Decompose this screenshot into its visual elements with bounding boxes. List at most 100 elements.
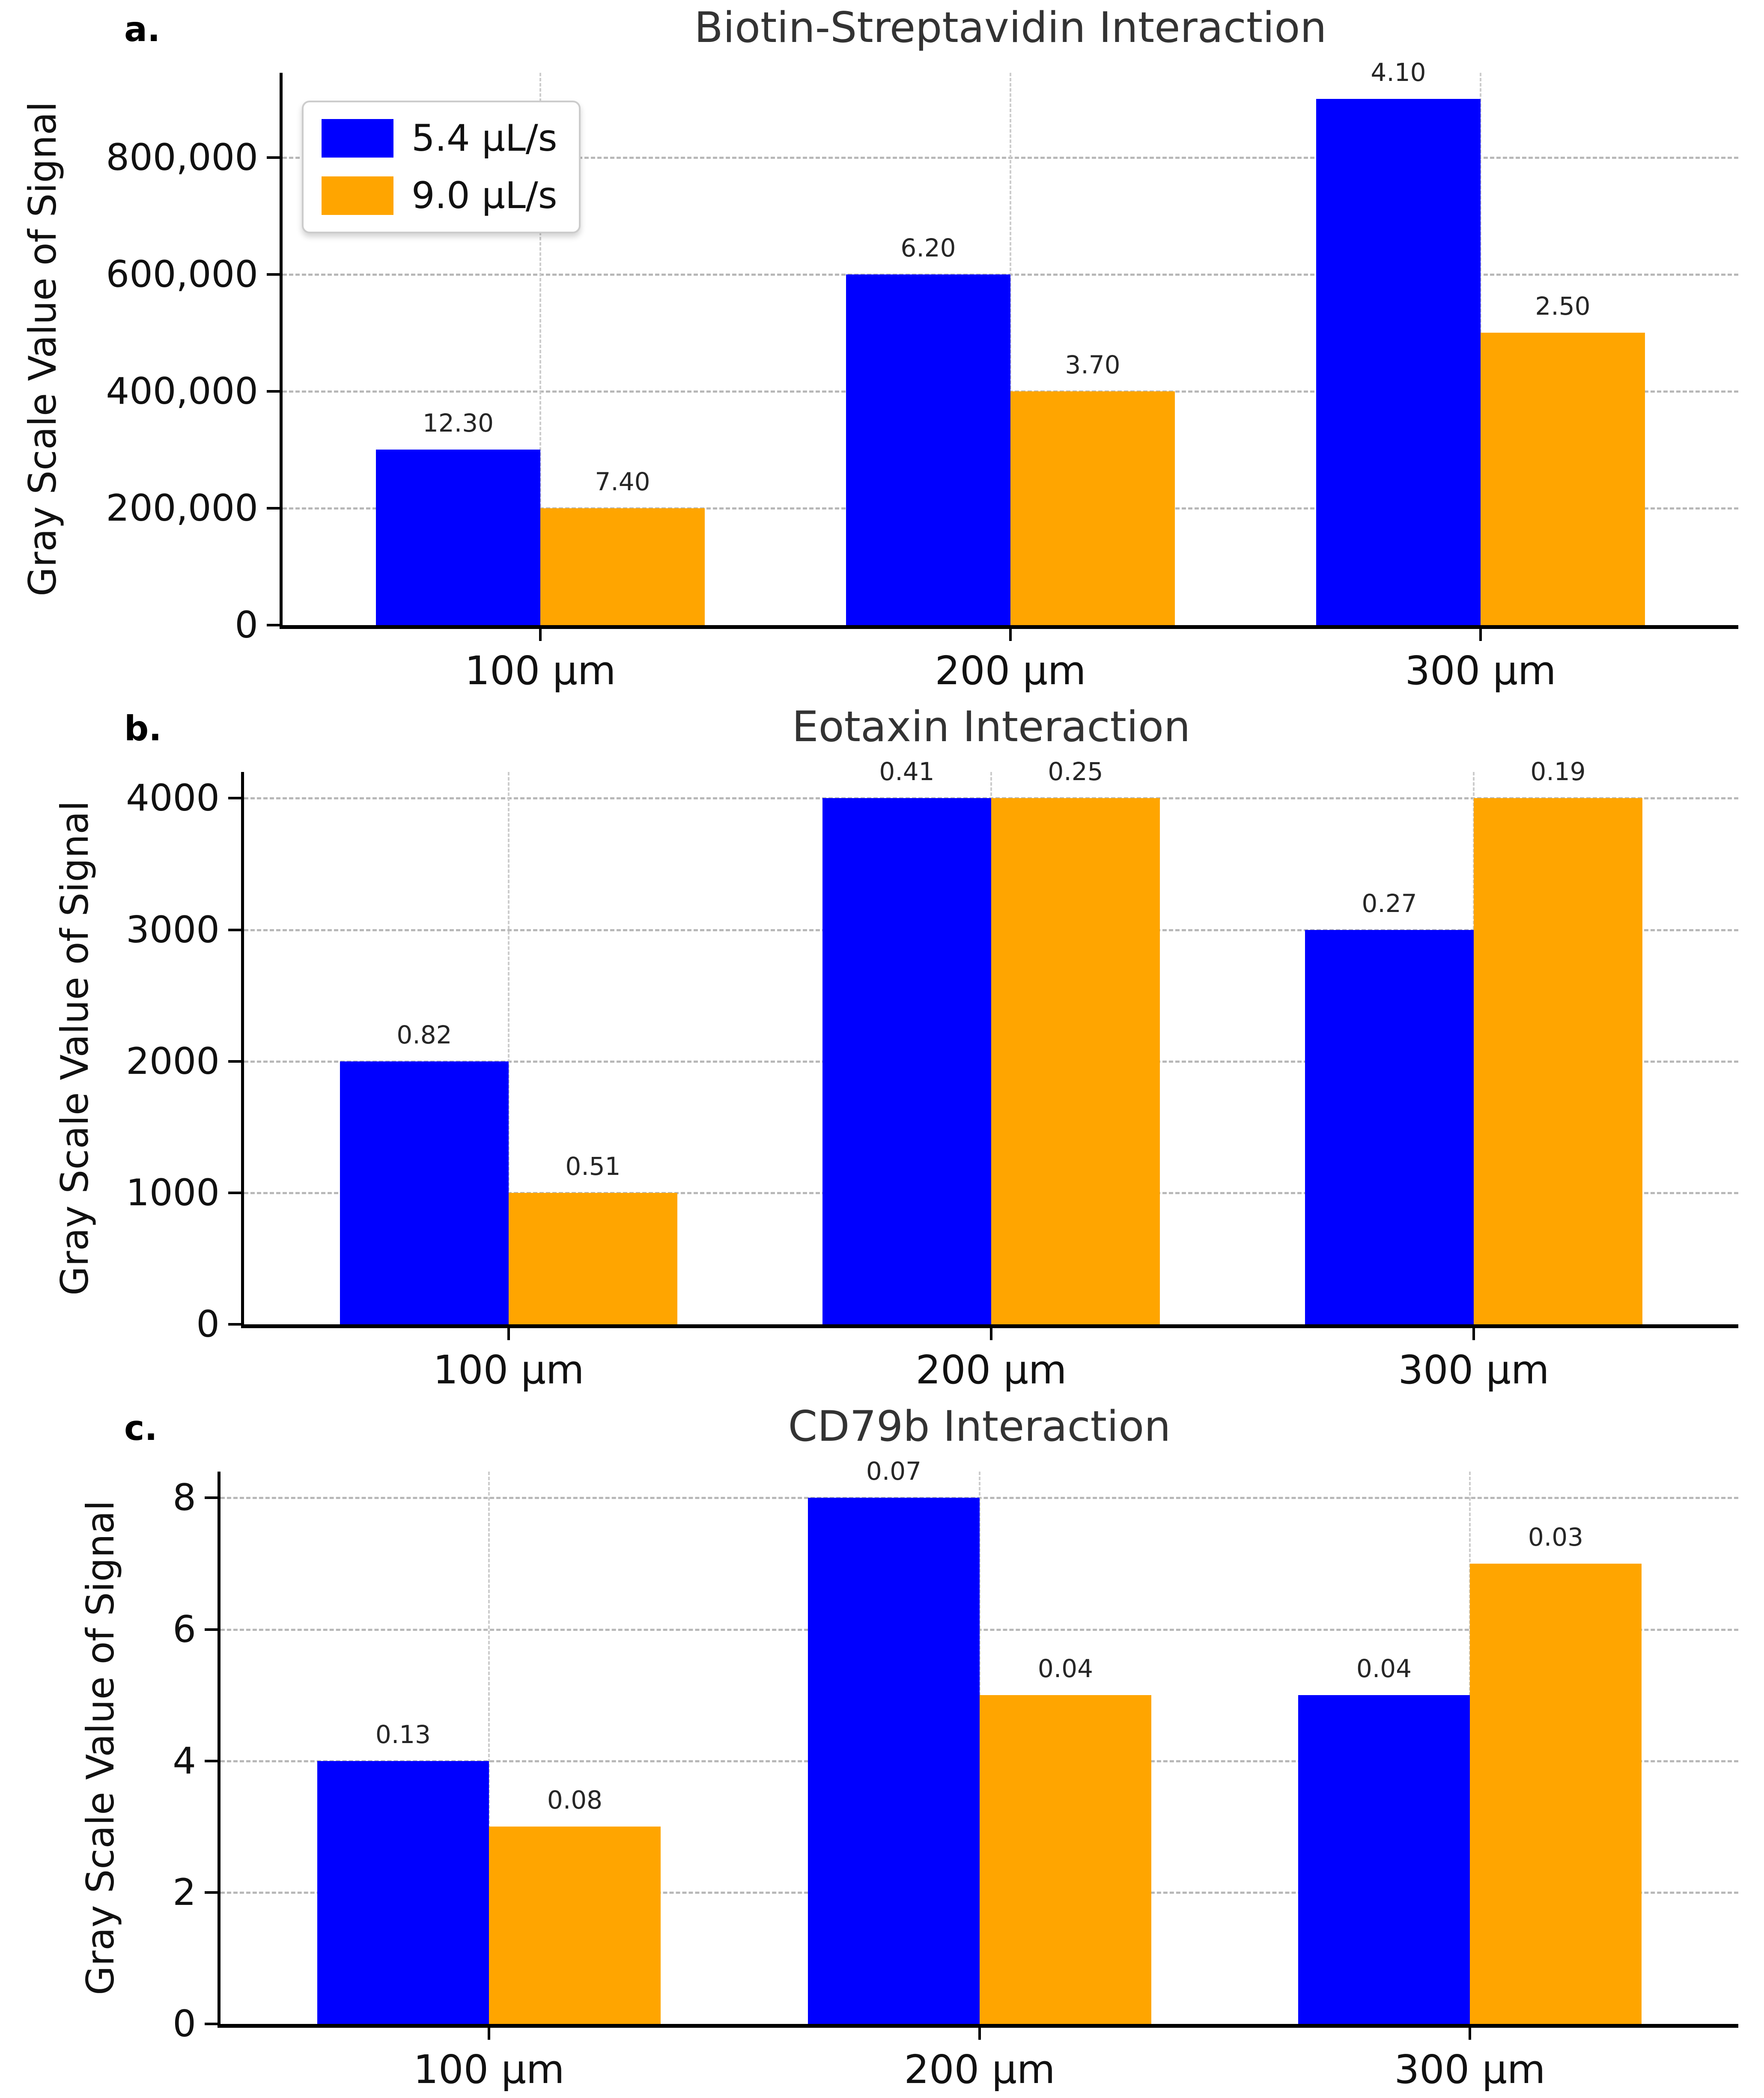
bar-a-200μm-s1 [846, 274, 1010, 625]
legend: 5.4 μL/s 9.0 μL/s [302, 101, 581, 233]
panel-a-plot-area: 12.30 7.40 6.20 3.70 4.10 2.50 [283, 58, 1738, 625]
y-tick-c-8 [205, 1496, 218, 1499]
bar-b-300μm-s1 [1305, 930, 1474, 1324]
x-tick-label-b-2: 200 μm [915, 1347, 1067, 1393]
bar-c-200μm-s2 [980, 1695, 1151, 2024]
bar-c-100μm-s2 [489, 1827, 661, 2024]
x-tick-label-c-3: 300 μm [1394, 2047, 1546, 2092]
x-axis-spine-b [241, 1324, 1738, 1328]
bar-label-b-100μm-s1: 0.82 [396, 1020, 452, 1049]
y-tick-label-b-2000: 2000 [126, 1040, 220, 1083]
x-tick-c-3 [1469, 2028, 1471, 2040]
x-tick-label-b-3: 300 μm [1398, 1347, 1549, 1393]
y-tick-label-b-4000: 4000 [126, 777, 220, 820]
x-tick-label-c-1: 100 μm [413, 2047, 565, 2092]
panel-c-title: CD79b Interaction [788, 1402, 1171, 1451]
x-tick-a-1 [539, 629, 542, 641]
x-axis-spine-a [280, 625, 1738, 629]
y-tick-label-b-0: 0 [196, 1303, 220, 1346]
bar-b-200μm-s2 [991, 798, 1160, 1324]
legend-item-2: 9.0 μL/s [322, 174, 557, 217]
bar-a-100μm-s2 [540, 508, 705, 625]
gridline-v-c-1 [488, 1472, 490, 2024]
panel-a: a. Biotin-Streptavidin Interaction Gray … [0, 0, 1764, 699]
y-tick-b-4000 [228, 797, 241, 800]
bar-c-200μm-s1 [808, 1498, 980, 2024]
bar-label-c-100μm-s1: 0.13 [375, 1720, 431, 1749]
bar-label-b-300μm-s2: 0.19 [1530, 757, 1586, 786]
bar-b-200μm-s1 [822, 798, 991, 1324]
legend-swatch-1 [322, 119, 393, 158]
y-tick-a-0 [267, 624, 280, 626]
bar-label-a-100μm-s2: 7.40 [595, 467, 650, 496]
bar-label-b-200μm-s1: 0.41 [879, 757, 935, 786]
y-tick-a-800000 [267, 156, 280, 159]
y-tick-b-0 [228, 1323, 241, 1326]
bar-b-100μm-s1 [340, 1061, 509, 1324]
gridline-v-b-1 [508, 772, 510, 1324]
y-axis-spine-c [218, 1472, 220, 2028]
y-tick-label-a-200000: 200,000 [106, 486, 258, 530]
bar-a-300μm-s2 [1481, 333, 1645, 625]
panel-a-title: Biotin-Streptavidin Interaction [694, 3, 1327, 52]
gridline-v-a-2 [1010, 73, 1011, 625]
bar-c-300μm-s2 [1470, 1564, 1642, 2024]
panel-b-title: Eotaxin Interaction [792, 703, 1191, 751]
y-tick-c-2 [205, 1891, 218, 1894]
y-tick-label-c-8: 8 [173, 1476, 196, 1520]
bar-b-300μm-s2 [1474, 798, 1642, 1324]
bar-label-c-200μm-s2: 0.04 [1037, 1654, 1094, 1683]
y-tick-b-2000 [228, 1060, 241, 1063]
bar-c-300μm-s1 [1298, 1695, 1470, 2024]
y-tick-a-200000 [267, 507, 280, 510]
bar-a-200μm-s2 [1010, 391, 1175, 625]
x-tick-b-3 [1472, 1328, 1475, 1340]
bar-label-a-300μm-s2: 2.50 [1535, 292, 1591, 321]
legend-item-1: 5.4 μL/s [322, 117, 557, 160]
x-tick-label-a-3: 300 μm [1405, 648, 1556, 694]
y-tick-label-c-4: 4 [173, 1739, 196, 1782]
y-tick-label-c-0: 0 [173, 2003, 196, 2045]
gridline-v-a-1 [539, 73, 541, 625]
bar-label-b-100μm-s2: 0.51 [565, 1152, 621, 1181]
y-tick-label-a-600000: 600,000 [106, 253, 258, 296]
bar-label-c-100μm-s2: 0.08 [547, 1785, 603, 1815]
bar-label-c-300μm-s1: 0.04 [1356, 1654, 1412, 1683]
panel-b-letter: b. [124, 709, 162, 748]
bar-label-c-200μm-s1: 0.07 [866, 1457, 922, 1486]
panel-c: c. CD79b Interaction Gray Scale Value of… [0, 1399, 1764, 2098]
y-tick-label-a-800000: 800,000 [106, 136, 258, 179]
bar-b-100μm-s2 [509, 1193, 677, 1324]
bar-label-a-200μm-s2: 3.70 [1065, 350, 1120, 379]
y-tick-c-0 [205, 2023, 218, 2025]
bar-a-100μm-s1 [376, 450, 540, 625]
x-tick-a-3 [1479, 629, 1482, 641]
legend-label-2: 9.0 μL/s [411, 174, 557, 217]
legend-swatch-2 [322, 176, 393, 215]
y-axis-spine-a [280, 73, 283, 629]
x-tick-label-a-2: 200 μm [935, 648, 1086, 694]
panel-a-letter: a. [124, 9, 161, 49]
x-tick-a-2 [1009, 629, 1012, 641]
y-tick-a-600000 [267, 273, 280, 276]
bar-label-a-300μm-s1: 4.10 [1371, 58, 1426, 87]
y-tick-label-c-2: 2 [173, 1871, 196, 1914]
y-axis-spine-b [241, 772, 244, 1328]
y-tick-b-1000 [228, 1191, 241, 1194]
bar-label-a-200μm-s1: 6.20 [900, 233, 956, 262]
y-tick-c-6 [205, 1628, 218, 1631]
bar-c-100μm-s1 [317, 1761, 489, 2024]
bar-a-300μm-s1 [1316, 99, 1481, 625]
y-tick-label-a-0: 0 [235, 604, 258, 647]
bar-label-a-100μm-s1: 12.30 [422, 408, 494, 438]
y-tick-label-b-1000: 1000 [126, 1171, 220, 1214]
bar-label-b-200μm-s2: 0.25 [1048, 757, 1103, 786]
x-axis-spine-c [218, 2024, 1738, 2028]
x-tick-label-a-1: 100 μm [465, 648, 616, 694]
y-tick-c-4 [205, 1759, 218, 1762]
y-tick-label-c-6: 6 [173, 1608, 196, 1651]
x-tick-b-2 [990, 1328, 992, 1340]
bar-label-c-300μm-s2: 0.03 [1528, 1523, 1584, 1552]
x-tick-c-1 [488, 2028, 490, 2040]
